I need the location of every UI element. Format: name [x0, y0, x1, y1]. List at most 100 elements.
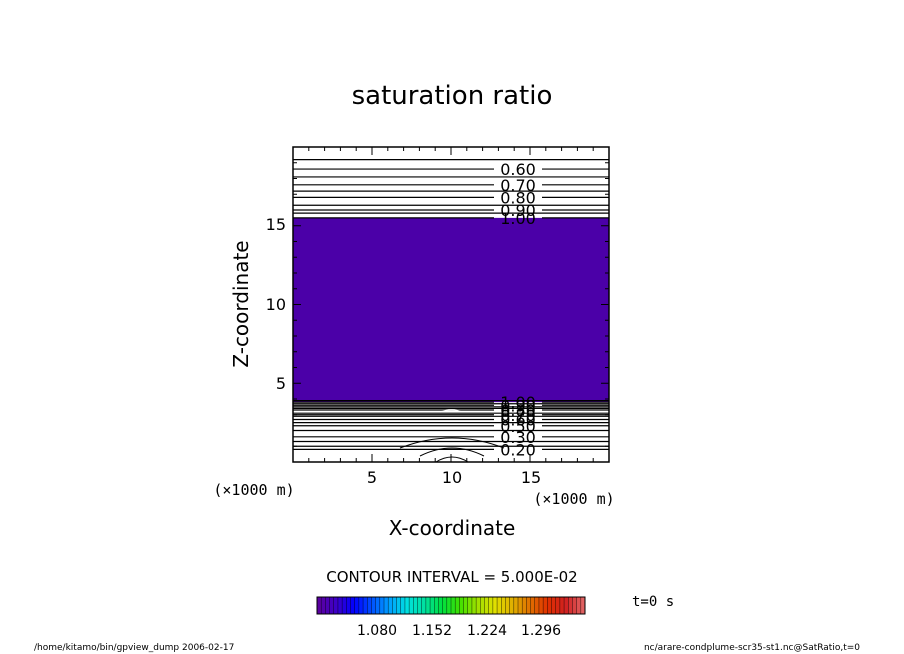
- colorbar-cell-0: [317, 597, 322, 614]
- contour-label-lower-5: 0.50: [500, 417, 536, 436]
- contour-label-upper-2: 0.80: [500, 188, 536, 207]
- colorbar-cell-43: [497, 597, 502, 614]
- colorbar-cell-13: [371, 597, 377, 614]
- colorbar-cell-38: [476, 597, 481, 614]
- colorbar-cell-28: [434, 597, 439, 614]
- colorbar-cell-45: [505, 597, 511, 614]
- colorbar-cell-2: [325, 597, 331, 614]
- colorbar-cell-36: [467, 597, 473, 614]
- footer-right: nc/arare-condplume-scr35-st1.nc@SatRatio…: [644, 643, 860, 653]
- colorbar-cell-51: [530, 597, 536, 614]
- colorbar-cell-50: [526, 597, 532, 614]
- colorbar: [316, 597, 586, 614]
- colorbar-cell-8: [350, 597, 356, 614]
- colorbar-cell-4: [333, 597, 339, 614]
- contour-label-lower-4: 0.60: [500, 410, 536, 429]
- colorbar-cell-24: [417, 597, 423, 614]
- contour-lines: [293, 159, 609, 450]
- x-unit-label: (×1000 m): [533, 490, 614, 508]
- colorbar-cell-61: [572, 597, 578, 614]
- x-axis-label: X-coordinate: [389, 516, 516, 540]
- colorbar-cell-15: [379, 597, 385, 614]
- y-tick-label-10: 10: [266, 295, 286, 314]
- colorbar-cell-35: [463, 597, 469, 614]
- colorbar-cell-32: [451, 597, 456, 614]
- colorbar-cell-53: [538, 597, 544, 614]
- contour-label-lower-7: 0.20: [500, 440, 536, 459]
- colorbar-cell-22: [409, 597, 414, 614]
- colorbar-cell-57: [555, 597, 561, 614]
- colorbar-cell-25: [421, 597, 427, 614]
- colorbar-cell-16: [384, 597, 389, 614]
- contour-label-lower-3: 0.70: [500, 406, 536, 425]
- time-label: t=0 s: [632, 594, 674, 610]
- colorbar-cell-41: [488, 597, 494, 614]
- colorbar-cell-27: [430, 597, 435, 614]
- colorbar-cell-19: [396, 597, 402, 614]
- chart-title: saturation ratio: [352, 81, 553, 111]
- y-tick-label-15: 15: [266, 215, 286, 234]
- contour-bump-lower-2: [419, 447, 485, 457]
- colorbar-cell-30: [442, 597, 448, 614]
- colorbar-cell-54: [543, 597, 548, 614]
- colorbar-cell-52: [534, 597, 540, 614]
- colorbar-cell-55: [547, 597, 552, 614]
- colorbar-cell-17: [388, 597, 393, 614]
- colorbar-tick-label-4: 1.296: [521, 623, 561, 639]
- colorbar-cell-40: [484, 597, 490, 614]
- colorbar-cell-12: [367, 597, 372, 614]
- colorbar-cell-48: [518, 597, 523, 614]
- colorbar-cell-60: [568, 597, 573, 614]
- y-tick-label-5: 5: [276, 374, 286, 393]
- colorbar-cell-21: [404, 597, 410, 614]
- colorbar-cell-31: [446, 597, 452, 614]
- colorbar-cell-5: [337, 597, 343, 614]
- colorbar-cell-47: [513, 597, 519, 614]
- contour-label-upper-4: 0.60: [500, 160, 536, 179]
- axis-ticks: [293, 147, 609, 462]
- contour-label-lower-1: 0.90: [500, 396, 536, 415]
- colorbar-cell-56: [551, 597, 557, 614]
- colorbar-tick-label-2: 1.152: [412, 623, 452, 639]
- colorbar-cell-26: [425, 597, 431, 614]
- colorbar-cell-58: [559, 597, 565, 614]
- footer-left: /home/kitamo/bin/gpview_dump 2006-02-17: [34, 643, 234, 653]
- colorbar-cell-34: [459, 597, 465, 614]
- colorbar-tick-label-3: 1.224: [467, 623, 507, 639]
- colorbar-cell-9: [354, 597, 360, 614]
- colorbar-cell-46: [509, 597, 515, 614]
- colorbar-cell-20: [400, 597, 406, 614]
- colorbar-cell-62: [576, 597, 582, 614]
- contour-interval-label: CONTOUR INTERVAL = 5.000E-02: [326, 568, 577, 586]
- y-axis-label: Z-coordinate: [229, 240, 253, 367]
- colorbar-cell-33: [455, 597, 460, 614]
- contour-bump-white: [439, 409, 463, 413]
- contour-label-lower-0: 1.00: [500, 393, 536, 412]
- colorbar-cell-18: [392, 597, 398, 614]
- colorbar-tick-label-1: 1.080: [357, 623, 397, 639]
- colorbar-cell-44: [501, 597, 506, 614]
- plot-area: 1.000.900.800.700.601.000.900.800.700.60…: [292, 146, 610, 463]
- colorbar-cell-14: [375, 597, 381, 614]
- contour-bump-lower-1: [399, 437, 505, 449]
- contour-labels: 1.000.900.800.700.601.000.900.800.700.60…: [500, 160, 536, 459]
- x-tick-label-15: 15: [521, 468, 541, 487]
- colorbar-cell-39: [480, 597, 485, 614]
- colorbar-cell-42: [492, 597, 498, 614]
- x-tick-label-10: 10: [442, 468, 462, 487]
- contour-label-lower-6: 0.30: [500, 428, 536, 447]
- colorbar-cell-59: [564, 597, 569, 614]
- contour-label-lower-2: 0.80: [500, 401, 536, 420]
- colorbar-cell-23: [413, 597, 418, 614]
- contour-label-upper-1: 0.90: [500, 201, 536, 220]
- colorbar-cell-63: [580, 597, 586, 614]
- colorbar-cell-7: [346, 597, 351, 614]
- contour-bump-lower-3: [435, 456, 469, 463]
- colorbar-cell-3: [329, 597, 335, 614]
- contour-label-upper-0: 1.00: [500, 209, 536, 228]
- colorbar-cell-49: [522, 597, 527, 614]
- colorbar-cell-6: [342, 597, 347, 614]
- shaded-region: [293, 217, 609, 403]
- colorbar-cell-37: [471, 597, 477, 614]
